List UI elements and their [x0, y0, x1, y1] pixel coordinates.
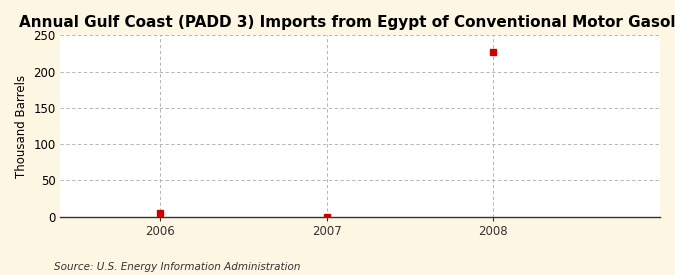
- Text: Source: U.S. Energy Information Administration: Source: U.S. Energy Information Administ…: [54, 262, 300, 272]
- Y-axis label: Thousand Barrels: Thousand Barrels: [15, 75, 28, 178]
- Title: Annual Gulf Coast (PADD 3) Imports from Egypt of Conventional Motor Gasoline: Annual Gulf Coast (PADD 3) Imports from …: [18, 15, 675, 30]
